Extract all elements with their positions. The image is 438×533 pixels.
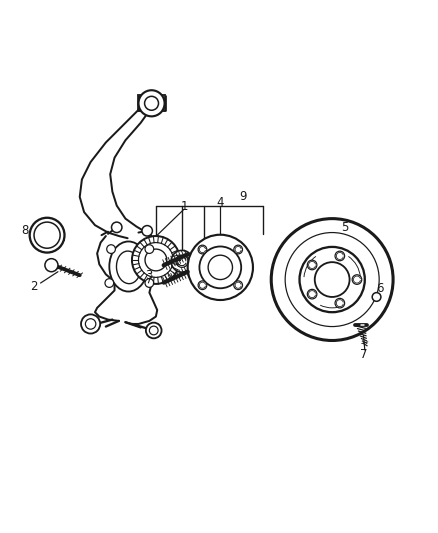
Circle shape xyxy=(145,249,167,271)
Circle shape xyxy=(105,279,114,287)
Circle shape xyxy=(300,247,365,312)
Circle shape xyxy=(45,259,58,272)
Circle shape xyxy=(198,281,207,289)
Circle shape xyxy=(315,262,350,297)
Circle shape xyxy=(234,245,243,254)
Circle shape xyxy=(34,222,60,248)
Circle shape xyxy=(372,293,381,301)
Circle shape xyxy=(176,255,188,268)
Circle shape xyxy=(30,218,64,253)
Circle shape xyxy=(145,279,154,287)
Circle shape xyxy=(187,235,253,300)
Text: 4: 4 xyxy=(216,196,224,209)
Text: 2: 2 xyxy=(30,280,38,294)
Text: 5: 5 xyxy=(341,221,348,234)
Circle shape xyxy=(307,289,317,299)
Circle shape xyxy=(145,245,154,254)
Circle shape xyxy=(112,222,122,232)
Text: 9: 9 xyxy=(239,190,247,204)
Ellipse shape xyxy=(110,241,148,292)
Circle shape xyxy=(171,251,193,272)
Circle shape xyxy=(149,326,158,335)
Circle shape xyxy=(107,245,116,254)
Circle shape xyxy=(285,232,379,327)
Ellipse shape xyxy=(117,251,141,284)
Circle shape xyxy=(132,236,180,284)
Circle shape xyxy=(199,246,241,288)
Text: 1: 1 xyxy=(180,200,188,213)
Circle shape xyxy=(145,96,159,110)
Text: 8: 8 xyxy=(21,224,28,237)
Circle shape xyxy=(307,260,317,270)
Circle shape xyxy=(335,298,345,308)
Text: 7: 7 xyxy=(360,348,367,361)
Circle shape xyxy=(208,255,233,279)
Circle shape xyxy=(138,90,165,116)
Circle shape xyxy=(81,314,100,334)
Circle shape xyxy=(335,251,345,261)
Circle shape xyxy=(142,225,152,236)
Circle shape xyxy=(198,245,207,254)
Circle shape xyxy=(146,322,162,338)
Circle shape xyxy=(138,243,173,277)
Text: 6: 6 xyxy=(376,282,384,295)
Text: 3: 3 xyxy=(145,269,152,282)
Circle shape xyxy=(352,275,362,284)
Circle shape xyxy=(85,319,96,329)
Circle shape xyxy=(234,281,243,289)
Circle shape xyxy=(271,219,393,341)
